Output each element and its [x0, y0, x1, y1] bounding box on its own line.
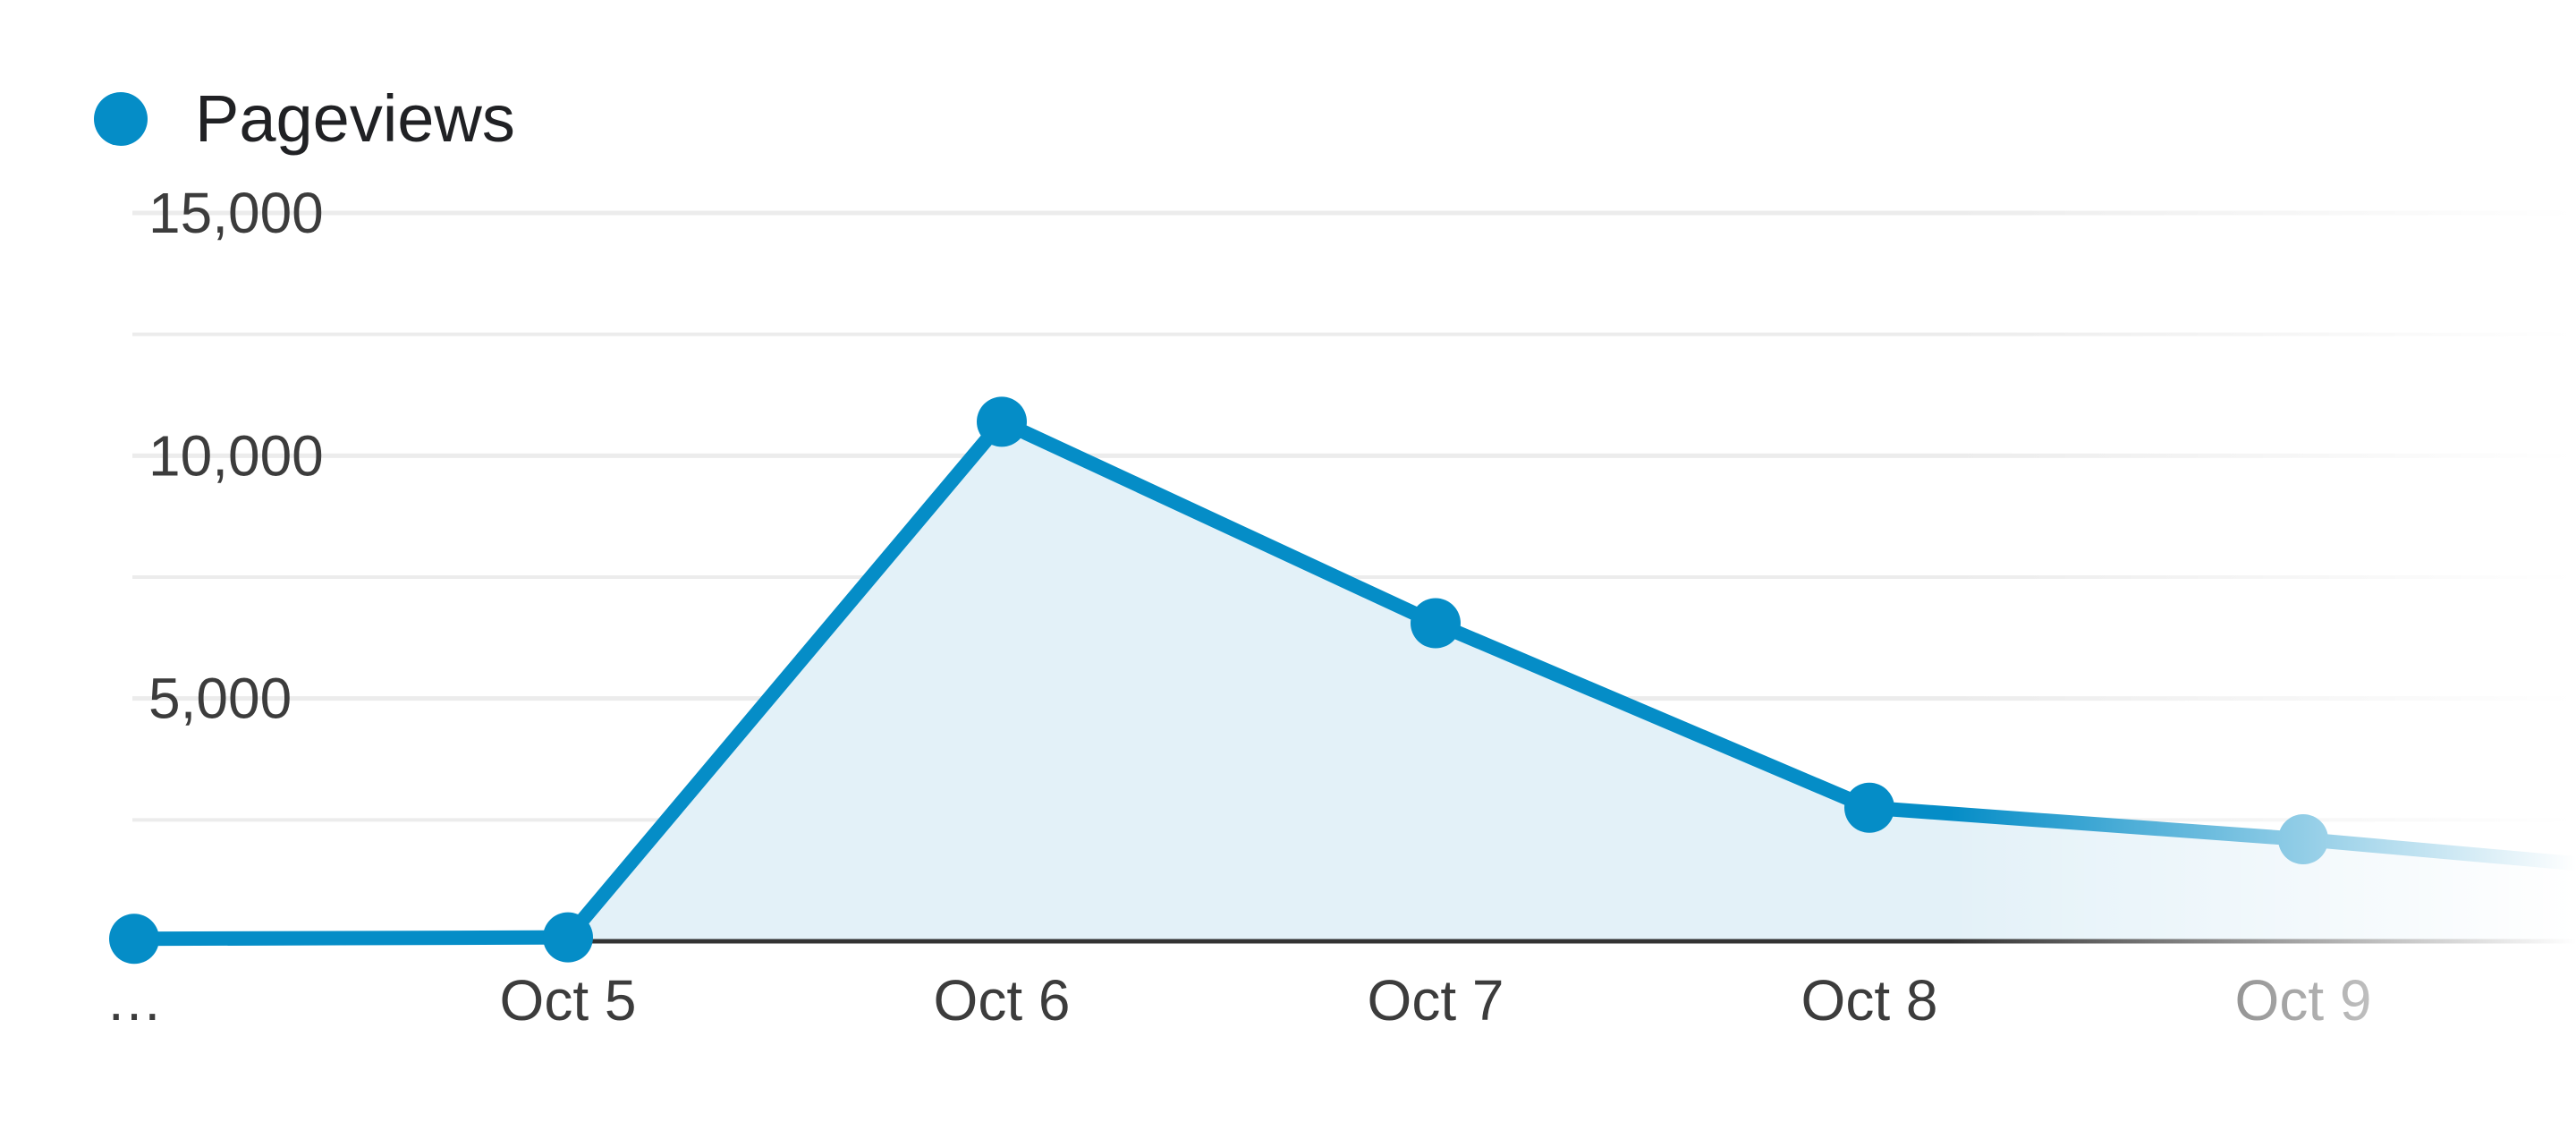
data-point[interactable]: [109, 914, 159, 965]
x-tick-label: …: [106, 968, 163, 1033]
y-tick-label: 10,000: [148, 423, 324, 488]
legend-label-pageviews: Pageviews: [195, 81, 515, 156]
data-point[interactable]: [543, 912, 593, 963]
legend[interactable]: Pageviews: [94, 81, 515, 156]
data-point[interactable]: [1411, 598, 1461, 649]
data-point[interactable]: [977, 396, 1027, 447]
x-tick-label: Oct 6: [934, 968, 1071, 1033]
x-tick-label: Oct 7: [1368, 968, 1504, 1033]
x-tick-label: Oct 8: [1801, 968, 1938, 1033]
y-tick-label: 15,000: [148, 181, 324, 245]
x-tick-label: Oct 5: [500, 968, 637, 1033]
y-axis-ticks: 5,000 10,000 15,000: [148, 181, 324, 731]
y-tick-label: 5,000: [148, 667, 292, 731]
data-point[interactable]: [1844, 782, 1894, 833]
legend-swatch-pageviews: [94, 92, 148, 146]
right-fade-overlay: [1950, 179, 2576, 1122]
